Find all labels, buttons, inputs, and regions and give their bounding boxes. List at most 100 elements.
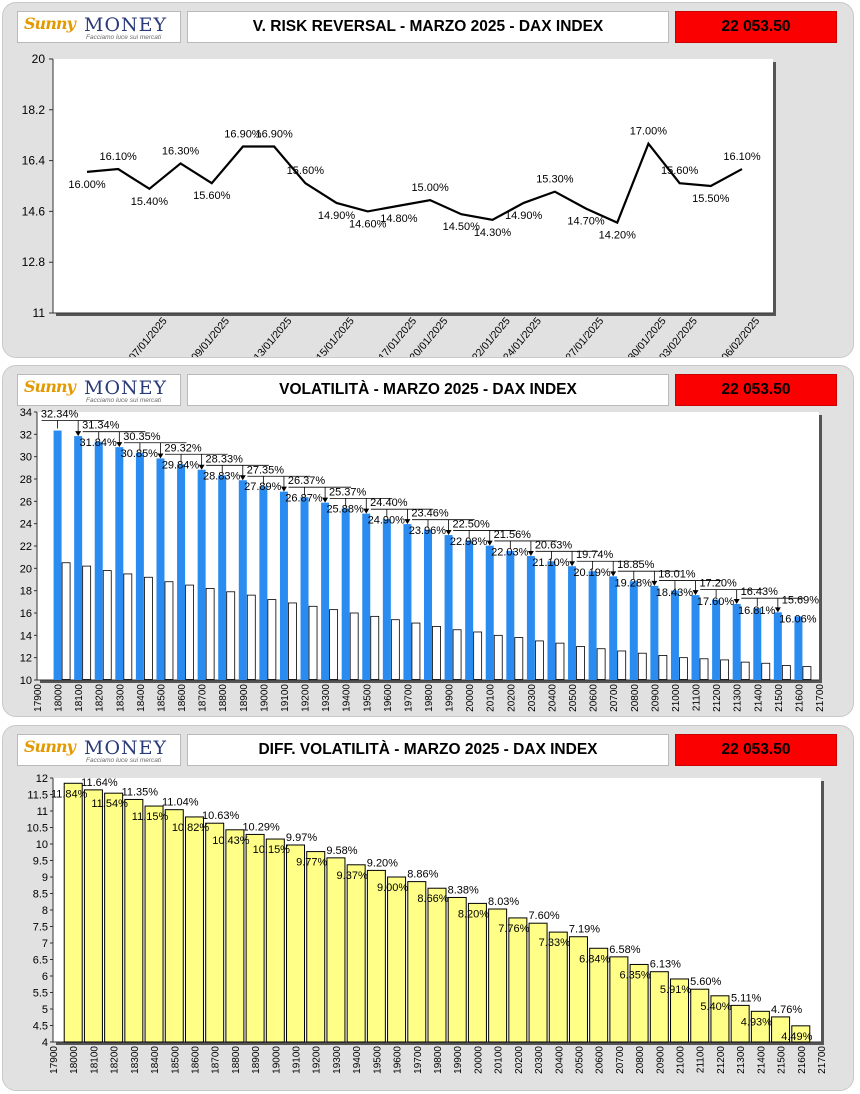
x-tick-label: 20500 <box>574 1046 585 1074</box>
data-label: 10.15% <box>253 844 291 856</box>
bar-series-1 <box>403 524 412 680</box>
x-tick-label: 18000 <box>54 684 65 712</box>
data-label: 16.10% <box>100 151 138 163</box>
data-label: 11.35% <box>122 786 159 798</box>
x-tick-label: 18500 <box>156 684 167 712</box>
price-badge: 22 053.50 <box>675 11 837 43</box>
diff-bar <box>164 809 184 1043</box>
data-label: 26.87% <box>285 493 323 505</box>
x-tick-label: 20500 <box>568 684 579 712</box>
x-tick-label: 18100 <box>74 684 85 712</box>
data-label: 14.90% <box>318 210 356 222</box>
diff-bar <box>589 947 609 1043</box>
diff-bar <box>568 936 588 1043</box>
diff-bar <box>83 789 103 1043</box>
x-tick-label: 07/01/2025 <box>127 315 170 358</box>
bar-series-2 <box>164 581 174 680</box>
data-label: 17.20% <box>699 578 737 590</box>
x-tick-label: 13/01/2025 <box>251 315 294 358</box>
x-tick-label: 19500 <box>362 684 373 712</box>
data-label: 8.38% <box>448 884 479 896</box>
x-tick-label: 21200 <box>712 684 723 712</box>
bar-series-2 <box>143 576 153 680</box>
risk-reversal-line <box>86 141 743 225</box>
x-tick-label: 18900 <box>251 1046 262 1074</box>
diff-bar <box>407 881 427 1043</box>
price-badge: 22 053.50 <box>675 734 837 766</box>
data-label: 29.84% <box>162 459 200 471</box>
x-tick-label: 21300 <box>733 684 744 712</box>
logo-money-text: MONEY <box>84 377 168 399</box>
x-tick-label: 18100 <box>89 1046 100 1074</box>
bar-series-2 <box>349 612 359 680</box>
x-tick-label: 21200 <box>716 1046 727 1074</box>
diff-bar <box>346 864 366 1043</box>
data-label: 18.01% <box>658 569 696 581</box>
callout-arrow <box>774 607 781 613</box>
x-tick-label: 20300 <box>534 1046 545 1074</box>
data-label: 8.86% <box>407 869 438 881</box>
data-label: 25.88% <box>326 504 364 516</box>
callout-arrow <box>527 551 534 557</box>
bar-series-2 <box>370 615 380 680</box>
x-tick-label: 20400 <box>554 1046 565 1074</box>
bar-series-2 <box>781 665 791 680</box>
bar-series-2 <box>411 622 421 680</box>
x-tick-label: 18000 <box>69 1046 80 1074</box>
data-label: 11.64% <box>81 777 118 789</box>
data-label: 7.76% <box>498 923 529 935</box>
sunny-money-logo: Sunny MONEY Facciamo luce sui mercati <box>17 374 181 406</box>
diff-bar <box>184 816 204 1043</box>
logo-tagline: Facciamo luce sui mercati <box>86 397 162 404</box>
bar-series-1 <box>74 436 83 680</box>
data-label: 15.60% <box>661 165 699 177</box>
bar-series-2 <box>740 661 750 680</box>
data-label: 22.03% <box>491 547 529 559</box>
diff-bar <box>791 1025 811 1043</box>
data-label: 23.96% <box>409 525 447 537</box>
data-label: 28.33% <box>206 453 244 465</box>
callout-arrow <box>116 442 123 448</box>
data-label: 10.63% <box>202 810 240 822</box>
bar-series-2 <box>390 619 400 680</box>
y-tick-label: 22 <box>20 541 32 553</box>
x-tick-label: 18800 <box>218 684 229 712</box>
diff-bar <box>447 896 467 1043</box>
diff-bar <box>366 869 386 1043</box>
data-label: 19.74% <box>576 549 614 561</box>
data-label: 5.60% <box>690 976 721 988</box>
data-label: 4.93% <box>741 1016 772 1028</box>
data-label: 16.90% <box>224 128 262 140</box>
data-label: 6.58% <box>609 944 640 956</box>
bar-series-1 <box>691 595 700 680</box>
x-tick-label: 19600 <box>393 1046 404 1074</box>
x-tick-label: 20200 <box>506 684 517 712</box>
data-label: 11.04% <box>162 797 199 809</box>
data-label: 30.85% <box>121 448 159 460</box>
bar-series-2 <box>226 591 236 680</box>
bar-series-1 <box>279 491 288 680</box>
logo-money-text: MONEY <box>84 14 168 36</box>
x-tick-label: 19300 <box>321 684 332 712</box>
data-label: 19.28% <box>615 577 653 589</box>
data-label: 27.89% <box>244 481 282 493</box>
data-label: 29.32% <box>164 442 202 454</box>
y-tick-label: 18.2 <box>22 103 46 117</box>
diff-bar <box>548 931 568 1043</box>
diff-bar <box>710 995 730 1043</box>
bar-series-2 <box>493 634 503 680</box>
callout-arrow <box>692 590 699 596</box>
bar-series-1 <box>135 452 144 680</box>
data-label: 22.98% <box>450 536 488 548</box>
x-tick-label: 18300 <box>115 684 126 712</box>
x-tick-label: 21100 <box>692 684 703 712</box>
bar-series-1 <box>650 585 659 680</box>
x-tick-label: 21400 <box>753 684 764 712</box>
bar-series-2 <box>761 662 771 680</box>
data-label: 31.84% <box>80 437 118 449</box>
bar-series-2 <box>288 602 297 680</box>
logo-tagline: Facciamo luce sui mercati <box>86 757 162 764</box>
y-tick-label: 9 <box>42 872 48 884</box>
bar-series-2 <box>514 637 524 680</box>
data-label: 16.10% <box>723 151 761 163</box>
